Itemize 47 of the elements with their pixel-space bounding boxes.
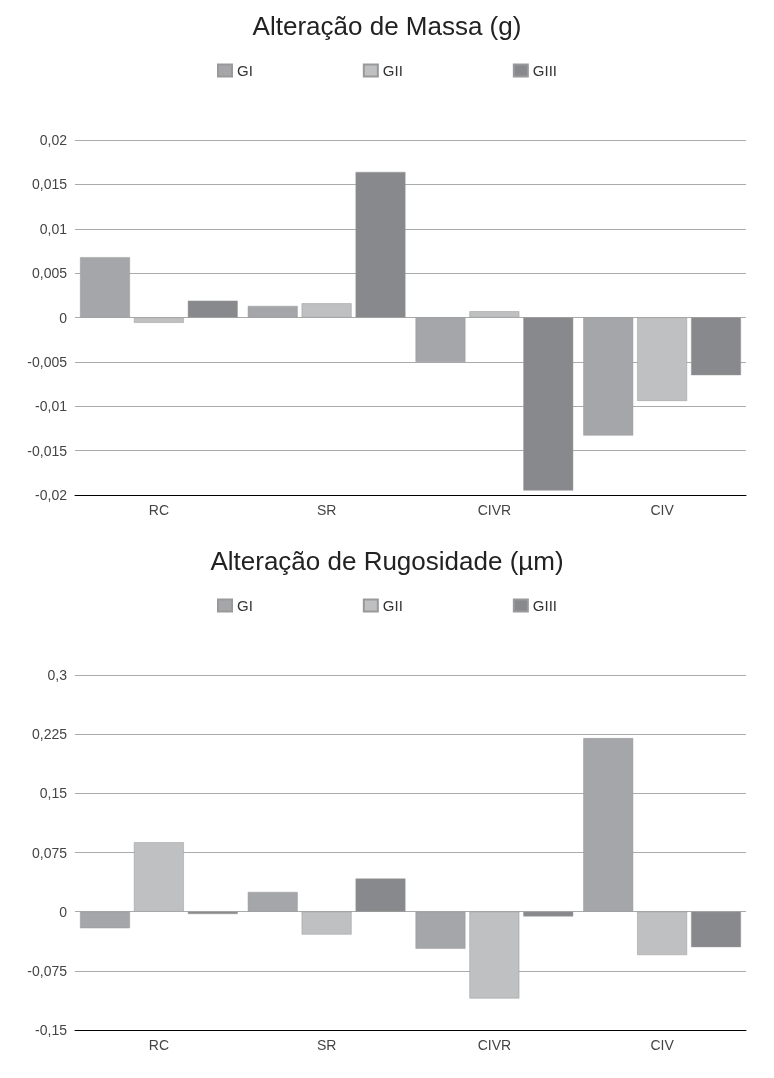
legend-label: GIII: [532, 62, 558, 79]
y-tick-label: 0,3: [47, 667, 68, 683]
bar: [523, 911, 574, 917]
y-tick-label: -0,005: [27, 353, 68, 370]
bar: [133, 842, 184, 912]
legend-label: GI: [237, 597, 253, 614]
y-tick-label: -0,02: [35, 487, 68, 503]
bar: [469, 311, 520, 318]
bar: [691, 317, 741, 376]
bar: [301, 303, 352, 318]
x-tick-label: SR: [316, 502, 337, 518]
legend-label: GI: [237, 62, 253, 79]
legend-label: GIII: [532, 597, 558, 614]
x-tick-label: RC: [148, 1037, 169, 1053]
bar: [355, 171, 406, 318]
chart-title: Alteração de Massa (g): [252, 11, 522, 41]
bar: [637, 911, 688, 956]
y-tick-label: 0,02: [39, 132, 68, 148]
y-tick-label: -0,015: [27, 442, 68, 459]
x-tick-label: RC: [148, 502, 169, 518]
y-tick-label: 0,075: [31, 844, 68, 861]
y-tick-label: 0,225: [31, 726, 68, 743]
chart-title: Alteração de Rugosidade (µm): [210, 546, 564, 576]
y-tick-label: 0,015: [31, 176, 68, 193]
x-tick-label: CIVR: [477, 1037, 512, 1053]
y-tick-label: 0,15: [39, 785, 68, 802]
legend-label: GII: [382, 62, 403, 79]
bar: [301, 911, 352, 935]
bar: [133, 317, 184, 323]
y-tick-label: -0,075: [27, 962, 68, 979]
legend-label: GII: [382, 597, 403, 614]
bar: [691, 911, 741, 948]
bar: [469, 911, 520, 999]
x-tick-label: CIV: [650, 502, 675, 518]
y-tick-label: 0,005: [31, 265, 68, 282]
bar: [523, 317, 574, 491]
y-tick-label: 0: [59, 903, 68, 920]
y-tick-label: -0,01: [35, 398, 68, 415]
bar: [355, 878, 406, 912]
x-tick-label: CIV: [650, 1037, 675, 1053]
x-tick-label: SR: [316, 1037, 337, 1053]
y-tick-label: -0,15: [35, 1022, 68, 1038]
y-tick-label: 0: [59, 309, 68, 326]
x-tick-label: CIVR: [477, 502, 512, 518]
bar: [637, 317, 688, 401]
y-tick-label: 0,01: [39, 220, 68, 237]
bar: [187, 300, 238, 318]
